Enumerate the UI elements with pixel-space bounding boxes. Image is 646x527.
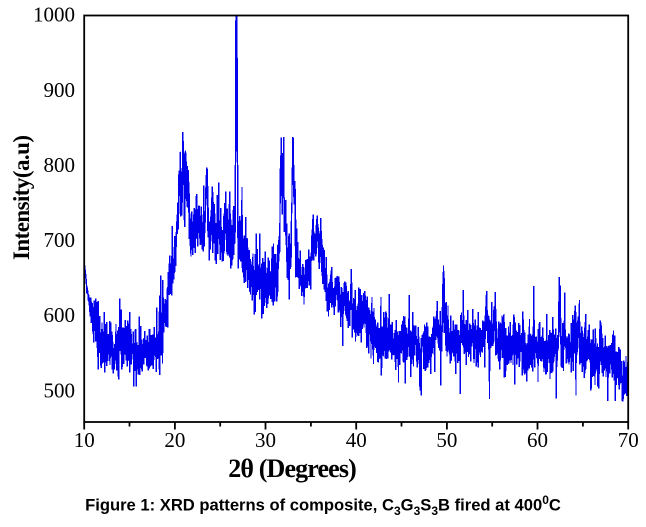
svg-text:Intensity(a.u): Intensity(a.u) <box>9 135 34 260</box>
svg-text:900: 900 <box>44 78 76 102</box>
svg-text:30: 30 <box>255 428 276 452</box>
svg-text:50: 50 <box>436 428 457 452</box>
svg-text:600: 600 <box>44 303 76 327</box>
svg-text:60: 60 <box>527 428 548 452</box>
svg-text:1000: 1000 <box>33 3 75 27</box>
svg-text:500: 500 <box>44 378 76 402</box>
svg-text:800: 800 <box>44 153 76 177</box>
svg-text:70: 70 <box>618 428 639 452</box>
svg-text:40: 40 <box>346 428 367 452</box>
svg-text:700: 700 <box>44 228 76 252</box>
svg-text:2θ (Degrees): 2θ (Degrees) <box>228 454 357 483</box>
svg-text:20: 20 <box>164 428 185 452</box>
svg-text:10: 10 <box>74 428 95 452</box>
